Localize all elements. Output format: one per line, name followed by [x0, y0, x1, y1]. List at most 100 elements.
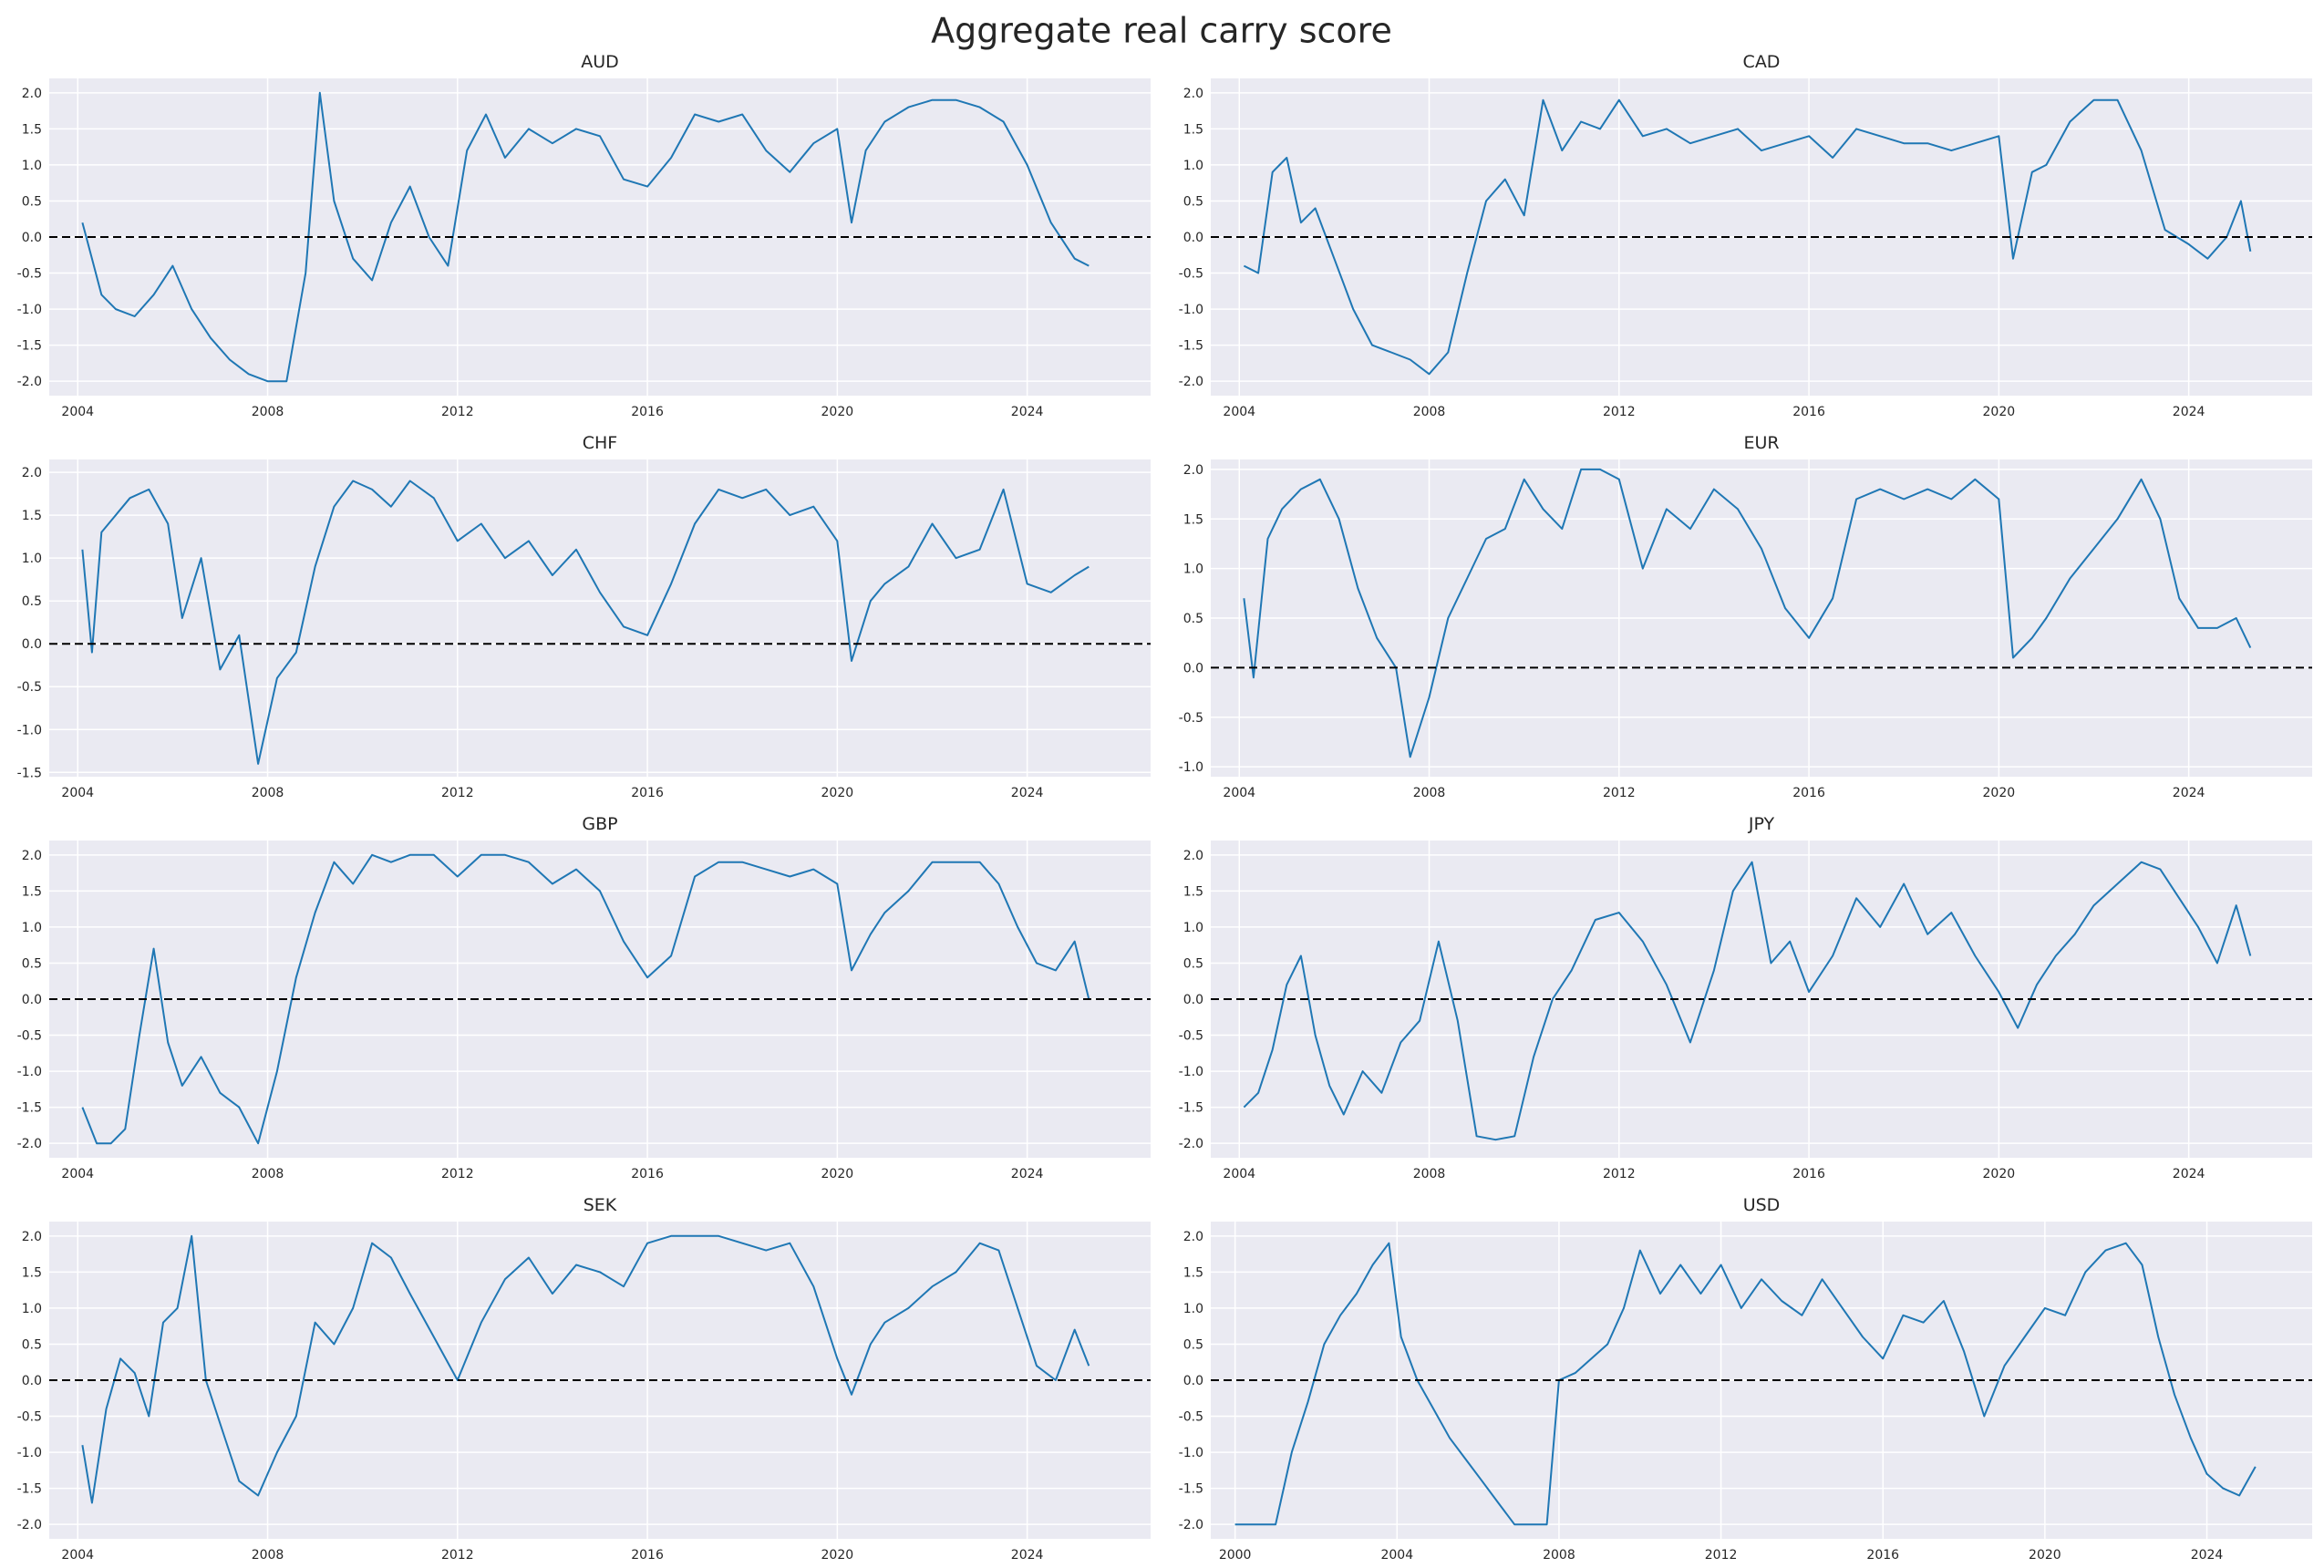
y-tick-label: -0.5 [17, 680, 42, 695]
y-tick-label: 1.0 [22, 1302, 42, 1316]
x-tick-label: 2008 [1413, 405, 1446, 419]
y-tick-label: 1.5 [22, 1265, 42, 1280]
y-tick-label: 1.0 [22, 552, 42, 566]
x-tick-label: 2020 [821, 1548, 854, 1563]
panel-eur: 2004 2008 2012 2016 2020 2024 -1.0 -0.5 0.0 0.5 1.… [1179, 433, 2312, 800]
y-tick-label: -0.5 [17, 1410, 42, 1425]
panels: 2004 2008 2012 2016 2020 2024 -2.0 -1.5 -1.0 -0.5… [17, 52, 2312, 1563]
x-tick-label: 2016 [631, 786, 664, 800]
y-tick-label: 1.0 [22, 159, 42, 173]
y-tick-label: -2.0 [1179, 1518, 1203, 1532]
y-tick-label: -2.0 [17, 375, 42, 389]
x-tick-label: 2024 [2173, 786, 2205, 800]
y-tick-label: 1.5 [1183, 1265, 1203, 1280]
x-tick-label: 2012 [441, 1167, 474, 1181]
y-tick-label: 0.0 [22, 231, 42, 245]
y-tick-label: -1.0 [17, 723, 42, 738]
y-tick-label: -1.0 [1179, 760, 1203, 775]
x-tick-label: 2012 [1705, 1548, 1738, 1563]
figure-title: Aggregate real carry score [931, 11, 1392, 51]
x-tick-label: 2020 [821, 1167, 854, 1181]
x-tick-label: 2012 [441, 1548, 474, 1563]
x-tick-label: 2024 [1011, 1548, 1044, 1563]
y-tick-label: -0.5 [1179, 267, 1203, 282]
x-tick-label: 2016 [1866, 1548, 1899, 1563]
y-tick-label: -1.5 [17, 1101, 42, 1116]
y-tick-label: -2.0 [1179, 375, 1203, 389]
y-tick-label: 1.0 [1183, 1302, 1203, 1316]
panel-title: EUR [1743, 433, 1779, 453]
x-tick-label: 2004 [1223, 1167, 1255, 1181]
y-tick-label: -1.0 [1179, 303, 1203, 317]
series-line [1243, 98, 2252, 376]
x-tick-label: 2012 [1603, 1167, 1636, 1181]
x-tick-label: 2020 [821, 786, 854, 800]
x-tick-label: 2012 [441, 786, 474, 800]
panel-title: CHF [583, 433, 617, 453]
series-line [1243, 861, 2252, 1141]
y-tick-label: -2.0 [17, 1518, 42, 1532]
x-tick-label: 2012 [1603, 786, 1636, 800]
y-tick-label: 1.5 [1183, 884, 1203, 899]
x-tick-label: 2008 [1543, 1548, 1575, 1563]
x-tick-label: 2016 [1792, 786, 1825, 800]
x-tick-label: 2016 [631, 1548, 664, 1563]
y-tick-label: 0.0 [1183, 1374, 1203, 1388]
x-tick-label: 2016 [1792, 405, 1825, 419]
x-tick-label: 2024 [1011, 1167, 1044, 1181]
x-tick-label: 2020 [821, 405, 854, 419]
panel-cad: 2004 2008 2012 2016 2020 2024 -2.0 -1.5 -1.0 -0.5… [1179, 52, 2312, 419]
y-tick-label: 2.0 [22, 849, 42, 863]
y-tick-label: -0.5 [17, 1029, 42, 1044]
y-tick-label: -1.0 [1179, 1446, 1203, 1460]
x-tick-label: 2008 [1413, 1167, 1446, 1181]
series-line [1243, 468, 2252, 758]
series-line [81, 853, 1090, 1145]
y-tick-label: 1.5 [22, 509, 42, 523]
y-tick-label: 2.0 [22, 466, 42, 480]
y-tick-label: -2.0 [17, 1137, 42, 1151]
x-tick-label: 2008 [1413, 786, 1446, 800]
y-tick-label: -1.0 [17, 1446, 42, 1460]
y-tick-label: -0.5 [17, 267, 42, 282]
x-tick-label: 2008 [252, 405, 284, 419]
x-tick-label: 2020 [1983, 405, 2016, 419]
y-tick-label: 0.5 [22, 594, 42, 609]
y-tick-label: 1.5 [1183, 512, 1203, 527]
x-tick-label: 2016 [631, 405, 664, 419]
x-tick-label: 2004 [61, 1548, 94, 1563]
x-tick-label: 2008 [252, 1548, 284, 1563]
x-tick-label: 2000 [1219, 1548, 1252, 1563]
x-tick-label: 2012 [441, 405, 474, 419]
y-tick-label: 2.0 [22, 1230, 42, 1244]
series-line [81, 1234, 1090, 1504]
panel-aud: 2004 2008 2012 2016 2020 2024 -2.0 -1.5 -1.0 -0.5… [17, 52, 1151, 419]
x-tick-label: 2008 [252, 1167, 284, 1181]
x-tick-label: 2024 [2191, 1548, 2224, 1563]
y-tick-label: -1.0 [1179, 1065, 1203, 1079]
x-tick-label: 2020 [1983, 786, 2016, 800]
y-tick-label: -0.5 [1179, 711, 1203, 726]
panel-usd: 2000 2004 2008 2012 2016 2020 2024 -2.0 -1.5 -1.0… [1179, 1195, 2312, 1563]
plot-area [49, 459, 1151, 777]
x-tick-label: 2004 [61, 405, 94, 419]
y-tick-label: 2.0 [1183, 849, 1203, 863]
y-tick-label: -1.5 [1179, 339, 1203, 354]
y-tick-label: -1.5 [17, 1482, 42, 1497]
y-tick-label: 0.5 [22, 956, 42, 971]
y-tick-label: 1.0 [22, 921, 42, 935]
x-tick-label: 2004 [1380, 1548, 1413, 1563]
x-tick-label: 2008 [252, 786, 284, 800]
y-tick-label: 0.5 [1183, 1337, 1203, 1352]
y-tick-label: 2.0 [1183, 463, 1203, 478]
y-tick-label: 1.0 [1183, 562, 1203, 577]
panel-title: CAD [1743, 52, 1781, 72]
y-tick-label: -1.5 [17, 339, 42, 354]
y-tick-label: 1.5 [22, 884, 42, 899]
y-tick-label: 0.0 [1183, 993, 1203, 1007]
x-tick-label: 2020 [2029, 1548, 2061, 1563]
y-tick-label: -2.0 [1179, 1137, 1203, 1151]
y-tick-label: 2.0 [22, 87, 42, 101]
y-tick-label: 1.5 [22, 122, 42, 137]
y-tick-label: 0.0 [22, 993, 42, 1007]
